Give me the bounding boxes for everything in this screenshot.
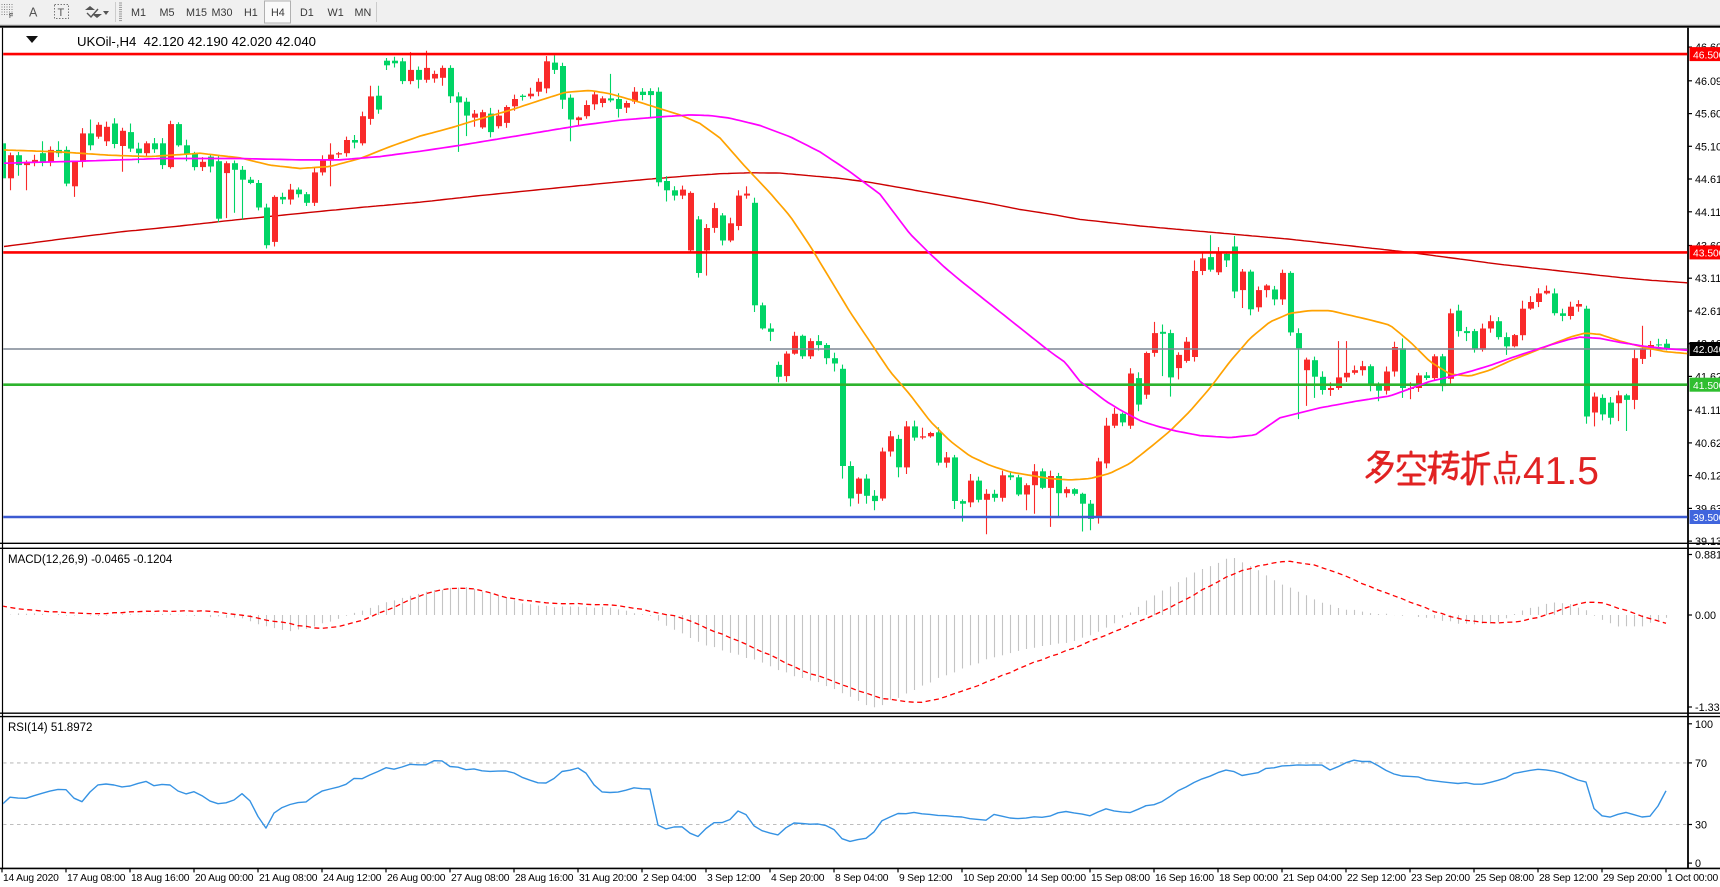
svg-text:9 Sep 12:00: 9 Sep 12:00 xyxy=(899,873,953,884)
svg-text:14 Aug 2020: 14 Aug 2020 xyxy=(3,873,59,884)
svg-text:D1: D1 xyxy=(300,7,314,19)
svg-text:39.135: 39.135 xyxy=(1695,536,1720,548)
svg-text:16 Sep 16:00: 16 Sep 16:00 xyxy=(1155,873,1214,884)
svg-text:H4: H4 xyxy=(271,7,285,19)
svg-text:46.500: 46.500 xyxy=(1693,50,1720,61)
svg-text:-1.3368: -1.3368 xyxy=(1695,702,1720,714)
svg-text:22 Sep 12:00: 22 Sep 12:00 xyxy=(1347,873,1406,884)
svg-text:18 Sep 00:00: 18 Sep 00:00 xyxy=(1219,873,1278,884)
svg-text:42.615: 42.615 xyxy=(1695,306,1720,318)
svg-text:RSI(14) 51.8972: RSI(14) 51.8972 xyxy=(8,722,92,734)
svg-text:41.500: 41.500 xyxy=(1693,381,1720,392)
svg-text:28 Aug 16:00: 28 Aug 16:00 xyxy=(515,873,574,884)
svg-text:27 Aug 08:00: 27 Aug 08:00 xyxy=(451,873,510,884)
svg-text:30: 30 xyxy=(1695,820,1707,832)
svg-text:20 Aug 00:00: 20 Aug 00:00 xyxy=(195,873,254,884)
svg-text:40.620: 40.620 xyxy=(1695,438,1720,450)
svg-text:MACD(12,26,9) -0.0465 -0.1204: MACD(12,26,9) -0.0465 -0.1204 xyxy=(8,554,173,566)
svg-text:1 Oct 00:00: 1 Oct 00:00 xyxy=(1667,873,1719,884)
svg-text:43.500: 43.500 xyxy=(1693,249,1720,260)
svg-text:70: 70 xyxy=(1695,758,1707,770)
svg-text:40.125: 40.125 xyxy=(1695,471,1720,483)
svg-text:15 Sep 08:00: 15 Sep 08:00 xyxy=(1091,873,1150,884)
svg-text:41.115: 41.115 xyxy=(1695,405,1720,417)
svg-text:M1: M1 xyxy=(131,7,146,19)
svg-text:8 Sep 04:00: 8 Sep 04:00 xyxy=(835,873,889,884)
svg-text:29 Sep 20:00: 29 Sep 20:00 xyxy=(1603,873,1662,884)
svg-text:17 Aug 08:00: 17 Aug 08:00 xyxy=(67,873,126,884)
svg-text:45.105: 45.105 xyxy=(1695,141,1720,153)
svg-text:F: F xyxy=(9,13,13,20)
svg-text:25 Sep 08:00: 25 Sep 08:00 xyxy=(1475,873,1534,884)
svg-text:A: A xyxy=(29,6,38,20)
svg-text:0.8812: 0.8812 xyxy=(1695,550,1720,562)
svg-text:31 Aug 20:00: 31 Aug 20:00 xyxy=(579,873,638,884)
svg-text:0: 0 xyxy=(1695,858,1701,870)
svg-text:21 Sep 04:00: 21 Sep 04:00 xyxy=(1283,873,1342,884)
svg-text:45.600: 45.600 xyxy=(1695,109,1720,121)
svg-text:M30: M30 xyxy=(212,7,233,19)
svg-text:44.610: 44.610 xyxy=(1695,174,1720,186)
svg-text:28 Sep 12:00: 28 Sep 12:00 xyxy=(1539,873,1598,884)
svg-text:2 Sep 04:00: 2 Sep 04:00 xyxy=(643,873,697,884)
svg-text:41.5: 41.5 xyxy=(1523,450,1599,493)
svg-text:100: 100 xyxy=(1695,719,1713,731)
svg-text:W1: W1 xyxy=(328,7,344,19)
svg-text:24 Aug 12:00: 24 Aug 12:00 xyxy=(323,873,382,884)
svg-text:10 Sep 20:00: 10 Sep 20:00 xyxy=(963,873,1022,884)
svg-text:3 Sep 12:00: 3 Sep 12:00 xyxy=(707,873,761,884)
svg-text:21 Aug 08:00: 21 Aug 08:00 xyxy=(259,873,318,884)
svg-text:4 Sep 20:00: 4 Sep 20:00 xyxy=(771,873,825,884)
svg-text:39.500: 39.500 xyxy=(1693,513,1720,524)
svg-text:43.110: 43.110 xyxy=(1695,273,1720,285)
svg-text:18 Aug 16:00: 18 Aug 16:00 xyxy=(131,873,190,884)
svg-text:23 Sep 20:00: 23 Sep 20:00 xyxy=(1411,873,1470,884)
svg-text:M5: M5 xyxy=(160,7,175,19)
svg-text:26 Aug 00:00: 26 Aug 00:00 xyxy=(387,873,446,884)
svg-text:MN: MN xyxy=(355,7,372,19)
svg-text:T: T xyxy=(58,7,65,19)
svg-text:46.095: 46.095 xyxy=(1695,76,1720,88)
svg-text:M15: M15 xyxy=(186,7,207,19)
svg-text:14 Sep 00:00: 14 Sep 00:00 xyxy=(1027,873,1086,884)
svg-text:0.00: 0.00 xyxy=(1695,610,1716,622)
svg-text:42.040: 42.040 xyxy=(1693,345,1720,356)
svg-text:H1: H1 xyxy=(244,7,258,19)
svg-text:UKOil-,H4 42.120 42.190 42.02: UKOil-,H4 42.120 42.190 42.020 42.040 xyxy=(77,34,316,49)
svg-text:44.115: 44.115 xyxy=(1695,207,1720,219)
